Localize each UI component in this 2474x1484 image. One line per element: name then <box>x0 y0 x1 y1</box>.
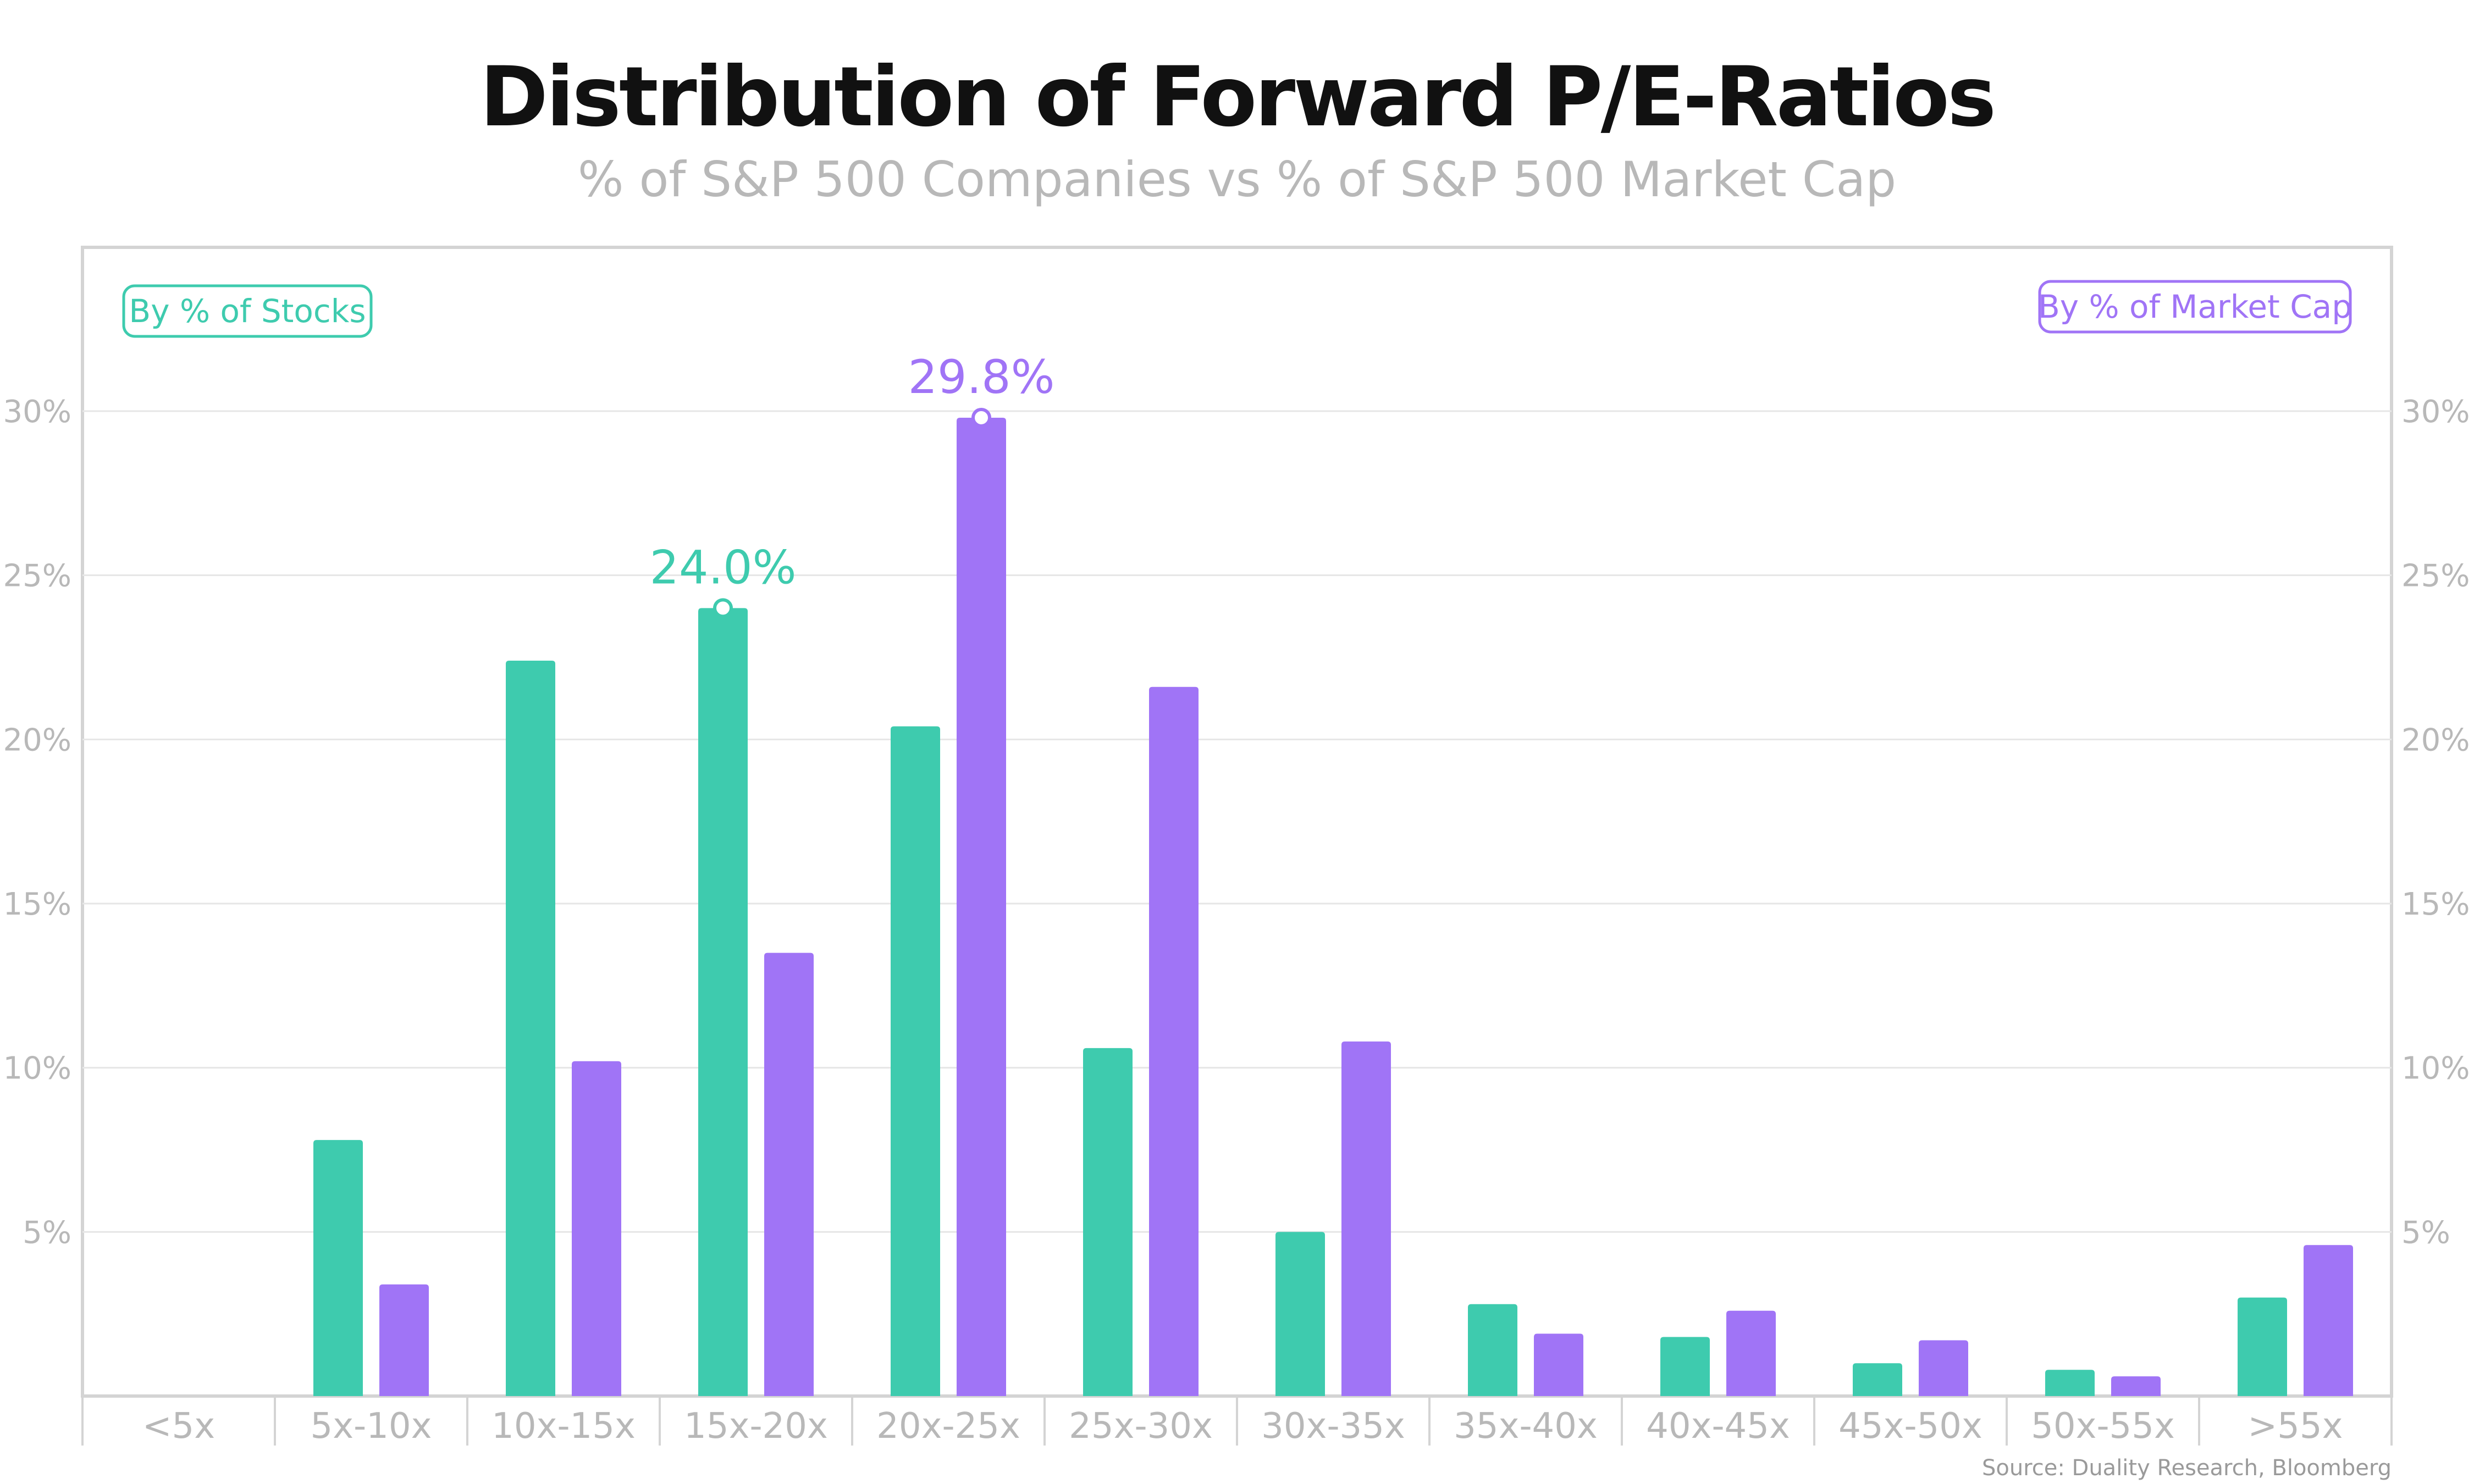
y-tick-label-right: 10% <box>2401 1051 2470 1087</box>
bar-marketcap <box>572 1061 621 1396</box>
bar-marketcap <box>1726 1310 1776 1396</box>
x-tick-label: 5x-10x <box>311 1406 432 1447</box>
legend: By % of Stocks By % of Market Cap <box>122 280 2352 338</box>
y-axis-left: 5% 10% 15% 20% 25% 30% <box>3 394 71 1250</box>
bar-marketcap <box>2111 1376 2161 1396</box>
annotations: 24.0% 29.8% <box>650 350 1055 618</box>
legend-stocks-box <box>122 284 373 338</box>
chart-title: Distribution of Forward P/E-Ratios <box>479 49 1997 145</box>
bar-stocks <box>506 660 555 1396</box>
x-tick-label: 15x-20x <box>684 1406 828 1447</box>
y-tick-label-left: 20% <box>3 722 71 758</box>
chart-subtitle: % of S&P 500 Companies vs % of S&P 500 M… <box>577 151 1897 208</box>
bar-stocks <box>1275 1232 1325 1396</box>
x-tick-label: >55x <box>2248 1406 2343 1447</box>
bar-stocks <box>1083 1048 1133 1396</box>
bar-marketcap <box>1149 686 1199 1396</box>
y-tick-label-left: 5% <box>23 1215 71 1250</box>
bar-marketcap <box>1341 1041 1391 1396</box>
legend-marketcap-label: By % of Market Cap <box>2038 288 2352 325</box>
x-tick-label: 45x-50x <box>1838 1406 1982 1447</box>
bar-marketcap <box>379 1284 429 1396</box>
bar-stocks <box>698 608 748 1396</box>
x-tick-label: 50x-55x <box>2031 1406 2175 1447</box>
x-tick-label: 35x-40x <box>1454 1406 1598 1447</box>
y-tick-label-left: 15% <box>3 887 71 922</box>
y-axis-right: 5% 10% 15% 20% 25% 30% <box>2401 394 2470 1250</box>
annotation-marker <box>713 598 733 618</box>
x-tick-label: 40x-45x <box>1646 1406 1790 1447</box>
y-tick-label-right: 30% <box>2401 394 2470 430</box>
x-tick-label: 20x-25x <box>876 1406 1020 1447</box>
y-tick-label-left: 10% <box>3 1051 71 1087</box>
bar-stocks <box>313 1140 363 1396</box>
gridlines <box>82 410 2392 1233</box>
bar-marketcap <box>2304 1245 2353 1396</box>
annotation-label: 24.0% <box>650 540 797 594</box>
x-tick-label: 10x-15x <box>492 1406 636 1447</box>
bar-stocks <box>2238 1297 2287 1396</box>
plot-border <box>81 246 2393 1398</box>
annotation-label: 29.8% <box>908 350 1055 404</box>
y-tick-label-left: 25% <box>3 558 71 594</box>
bar-stocks <box>2045 1370 2095 1396</box>
annotation-marker <box>971 407 991 428</box>
bar-marketcap <box>957 417 1006 1396</box>
x-axis: <5x 5x-10x 10x-15x 15x-20x 20x-25x 25x-30x 30x… <box>81 1396 2393 1447</box>
x-tick-label: <5x <box>142 1406 215 1447</box>
bar-marketcap <box>1534 1333 1583 1396</box>
bar-marketcap <box>1919 1340 1968 1396</box>
legend-marketcap-box <box>2038 280 2352 334</box>
y-tick-label-right: 15% <box>2401 887 2470 922</box>
x-tick-label: 30x-35x <box>1261 1406 1405 1447</box>
y-tick-label-left: 30% <box>3 394 71 430</box>
bar-group <box>313 417 2353 1396</box>
bar-stocks <box>1853 1363 1902 1396</box>
y-tick-label-right: 25% <box>2401 558 2470 594</box>
bar-stocks <box>891 726 940 1396</box>
bar-stocks <box>1660 1337 1710 1396</box>
source-note: Source: Duality Research, Bloomberg <box>1981 1455 2392 1481</box>
bar-stocks <box>1468 1304 1517 1396</box>
plot-frame <box>81 246 2393 1398</box>
bar-marketcap <box>764 953 814 1396</box>
y-tick-label-right: 5% <box>2401 1215 2450 1250</box>
legend-stocks-label: By % of Stocks <box>129 292 366 330</box>
y-tick-label-right: 20% <box>2401 722 2470 758</box>
x-tick-label: 25x-30x <box>1069 1406 1213 1447</box>
